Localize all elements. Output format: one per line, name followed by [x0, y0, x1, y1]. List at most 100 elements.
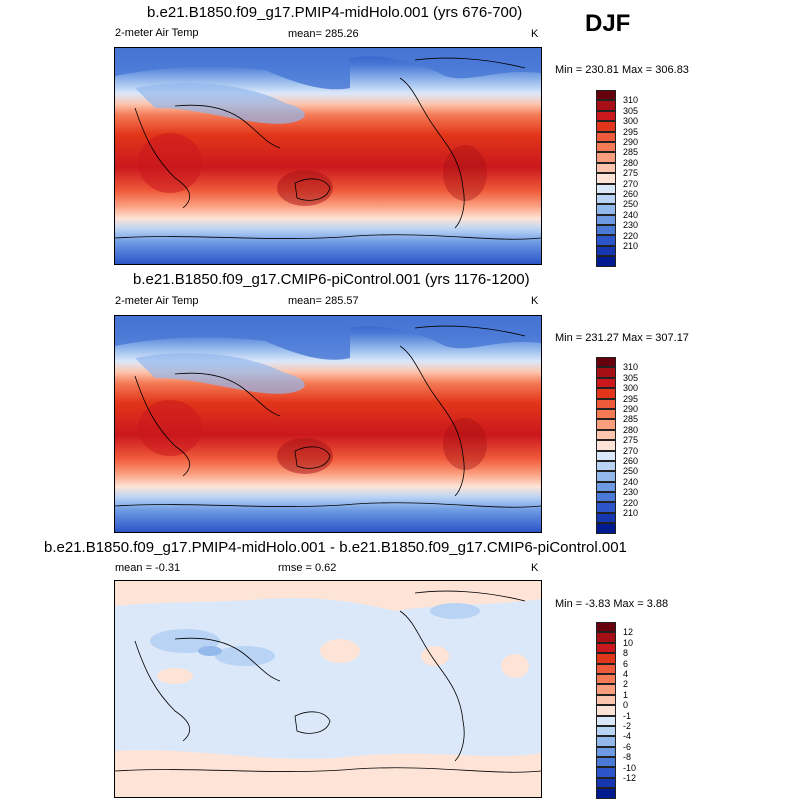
colorbar-tick-label: 290	[623, 404, 639, 414]
colorbar-cell	[596, 235, 616, 246]
colorbar-tick-label: 290	[623, 137, 639, 147]
panel-1-map	[114, 47, 542, 265]
colorbar-tick-label: 0	[623, 700, 629, 711]
season-label: DJF	[585, 10, 631, 37]
panel-3-map	[114, 580, 542, 798]
panel-3-mean-label: mean = -0.31	[115, 562, 181, 574]
colorbar-tick-label: 210	[623, 241, 639, 251]
colorbar-tick-label: 250	[623, 199, 639, 210]
colorbar-cell	[596, 204, 616, 215]
colorbar-tick-label: -2	[623, 721, 632, 731]
colorbar-cell	[596, 684, 616, 695]
colorbar-cell	[596, 736, 616, 747]
colorbar-tick-label: 260	[623, 189, 639, 199]
colorbar-tick-label: 310	[623, 362, 639, 373]
colorbar-cell	[596, 705, 616, 716]
panel-3-minmax: Min = -3.83 Max = 3.88	[555, 598, 669, 610]
colorbar-tick-label: -1	[623, 710, 632, 721]
colorbar-cell	[596, 256, 616, 267]
colorbar-cell	[596, 90, 616, 101]
colorbar-cell	[596, 725, 616, 737]
colorbar-tick-label: 12	[623, 627, 634, 638]
colorbar-cell	[596, 673, 616, 685]
colorbar-cell	[596, 100, 616, 111]
panel-1-variable-label: 2-meter Air Temp	[115, 27, 199, 39]
colorbar-cell	[596, 121, 616, 132]
colorbar-cell	[596, 715, 616, 726]
colorbar-cell	[596, 512, 616, 524]
panel-2-units: K	[531, 295, 539, 307]
colorbar-cell	[596, 408, 616, 420]
colorbar-tick-label: -12	[623, 773, 637, 783]
colorbar-cell	[596, 653, 616, 664]
colorbar-cell	[596, 523, 616, 534]
panel-3-units: K	[531, 562, 539, 574]
colorbar-cell	[596, 471, 616, 482]
colorbar-cell	[596, 632, 616, 643]
colorbar-tick-label: 285	[623, 147, 639, 158]
colorbar-tick-label: 230	[623, 220, 639, 231]
colorbar-cell	[596, 492, 616, 503]
colorbar-cell	[596, 788, 616, 799]
colorbar-cell	[596, 173, 616, 184]
colorbar-cell	[596, 440, 616, 451]
panel-1-units: K	[531, 28, 539, 40]
panel-2-minmax: Min = 231.27 Max = 307.17	[555, 332, 689, 344]
panel-2-title: b.e21.B1850.f09_g17.CMIP6-piControl.001 …	[133, 271, 530, 288]
colorbar-cell	[596, 419, 616, 430]
colorbar-cell	[596, 481, 616, 493]
colorbar-tick-label: 4	[623, 669, 629, 679]
colorbar-tick-label: 275	[623, 168, 639, 179]
colorbar-cell	[596, 357, 616, 368]
colorbar-cell	[596, 429, 616, 441]
colorbar-cell	[596, 694, 616, 706]
colorbar-tick-label: 295	[623, 393, 639, 404]
panel-1-mean-label: mean= 285.26	[288, 28, 359, 40]
colorbar-cell	[596, 367, 616, 378]
panel-1-minmax: Min = 230.81 Max = 306.83	[555, 64, 689, 76]
colorbar-tick-label: 260	[623, 456, 639, 466]
colorbar-tick-label: 305	[623, 372, 639, 383]
colorbar-tick-label: 280	[623, 157, 639, 168]
colorbar-tick-label: -6	[623, 741, 632, 752]
colorbar-cell	[596, 388, 616, 399]
colorbar-cell	[596, 746, 616, 758]
colorbar-tick-label: 220	[623, 230, 639, 241]
colorbar-tick-label: 240	[623, 209, 639, 220]
panel-1-title: b.e21.B1850.f09_g17.PMIP4-midHolo.001 (y…	[147, 4, 523, 21]
colorbar-cell	[596, 450, 616, 461]
colorbar-tick-label: 270	[623, 178, 639, 189]
colorbar-cell	[596, 152, 616, 163]
colorbar-cell	[596, 141, 616, 153]
colorbar-cell	[596, 245, 616, 257]
colorbar-cell	[596, 225, 616, 236]
colorbar-cell	[596, 110, 616, 122]
panel-3-colorbar	[596, 622, 616, 799]
colorbar-cell	[596, 131, 616, 142]
colorbar-tick-label: 10	[623, 637, 634, 648]
colorbar-cell	[596, 162, 616, 174]
panel-3-rmse-label: rmse = 0.62	[278, 562, 337, 574]
colorbar-cell	[596, 183, 616, 194]
panel-2-mean-label: mean= 285.57	[288, 295, 359, 307]
panel-2-map	[114, 315, 542, 533]
colorbar-cell	[596, 642, 616, 654]
panel-1-colorbar	[596, 90, 616, 267]
colorbar-tick-label: 275	[623, 435, 639, 446]
panel-3-title: b.e21.B1850.f09_g17.PMIP4-midHolo.001 - …	[44, 539, 627, 556]
colorbar-tick-label: 285	[623, 414, 639, 425]
colorbar-tick-label: 310	[623, 95, 639, 106]
colorbar-tick-label: 6	[623, 658, 629, 669]
colorbar-tick-label: 2	[623, 679, 629, 690]
colorbar-tick-label: 230	[623, 487, 639, 498]
colorbar-cell	[596, 502, 616, 513]
colorbar-tick-label: 220	[623, 497, 639, 508]
colorbar-tick-label: 280	[623, 424, 639, 435]
colorbar-tick-label: 300	[623, 383, 639, 394]
colorbar-tick-label: 300	[623, 116, 639, 127]
colorbar-cell	[596, 767, 616, 778]
colorbar-tick-label: 1	[623, 689, 629, 700]
colorbar-tick-label: 210	[623, 508, 639, 518]
colorbar-tick-label: -8	[623, 752, 632, 763]
colorbar-tick-label: 305	[623, 105, 639, 116]
